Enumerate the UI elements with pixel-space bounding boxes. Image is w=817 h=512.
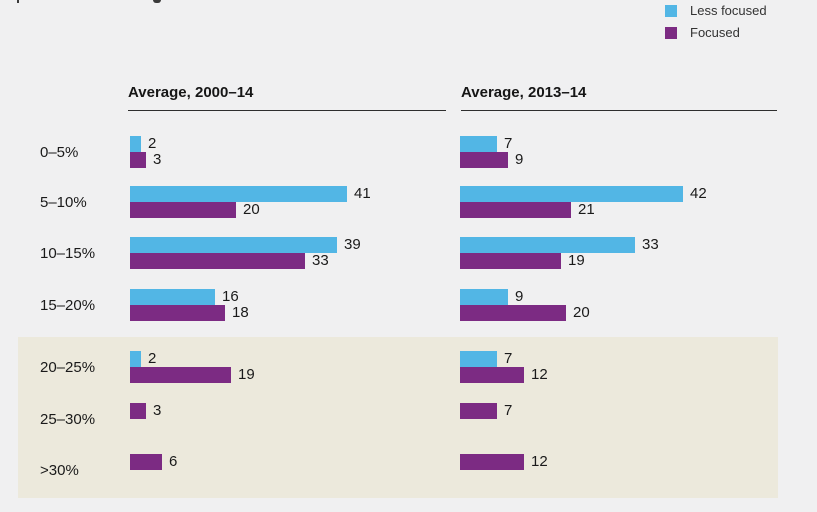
category-label: 0–5% (40, 144, 79, 161)
bar-focused (460, 202, 571, 218)
category-label: 25–30% (40, 411, 96, 428)
legend-item-less-focused: Less focused (665, 3, 767, 18)
bar-focused (130, 202, 236, 218)
value-label: 19 (238, 366, 255, 383)
bar-less-focused (130, 186, 347, 202)
value-label: 21 (578, 201, 595, 218)
bar-focused (460, 367, 524, 383)
bar-less-focused (130, 351, 141, 367)
cropped-text-fragment (17, 0, 19, 3)
value-label: 33 (312, 252, 329, 269)
value-label: 12 (531, 366, 548, 383)
bar-focused (460, 253, 561, 269)
value-label: 6 (169, 453, 178, 470)
bar-focused (460, 305, 566, 321)
value-label: 2 (148, 350, 157, 367)
category-label: 15–20% (40, 297, 96, 314)
bar-focused (130, 454, 162, 470)
value-label: 7 (504, 402, 513, 419)
bar-focused (130, 367, 231, 383)
focused-swatch-icon (665, 26, 677, 39)
bar-focused (460, 403, 497, 419)
bar-less-focused (460, 351, 497, 367)
bar-less-focused (460, 289, 508, 305)
value-label: 20 (573, 304, 590, 321)
legend-label: Less focused (690, 3, 767, 18)
bar-less-focused (460, 237, 635, 253)
bar-focused (460, 454, 524, 470)
category-label: 10–15% (40, 245, 96, 262)
category-label: >30% (40, 462, 79, 479)
value-label: 20 (243, 201, 260, 218)
bar-focused (460, 152, 508, 168)
bar-focused (130, 253, 305, 269)
value-label: 2 (148, 135, 157, 152)
value-label: 9 (515, 151, 524, 168)
bar-less-focused (460, 186, 683, 202)
bar-focused (130, 305, 225, 321)
legend-label: Focused (690, 25, 740, 40)
value-label: 18 (232, 304, 249, 321)
value-label: 9 (515, 288, 524, 305)
value-label: 33 (642, 236, 659, 253)
value-label: 41 (354, 185, 371, 202)
value-label: 3 (153, 151, 162, 168)
category-label: 5–10% (40, 194, 87, 211)
value-label: 42 (690, 185, 707, 202)
value-label: 19 (568, 252, 585, 269)
less-focused-swatch-icon (665, 4, 677, 17)
value-label: 3 (153, 402, 162, 419)
bar-less-focused (130, 289, 215, 305)
value-label: 16 (222, 288, 239, 305)
value-label: 12 (531, 453, 548, 470)
panel-title-2000-14: Average, 2000–14 (128, 84, 446, 111)
bar-less-focused (130, 136, 141, 152)
value-label: 39 (344, 236, 361, 253)
bar-less-focused (130, 237, 337, 253)
category-label: 20–25% (40, 359, 96, 376)
legend-item-focused: Focused (665, 25, 740, 40)
bar-focused (130, 403, 146, 419)
panel-title-2013-14: Average, 2013–14 (461, 84, 777, 111)
cropped-text-fragment (153, 0, 161, 3)
value-label: 7 (504, 135, 513, 152)
value-label: 7 (504, 350, 513, 367)
bar-focused (130, 152, 146, 168)
bar-less-focused (460, 136, 497, 152)
